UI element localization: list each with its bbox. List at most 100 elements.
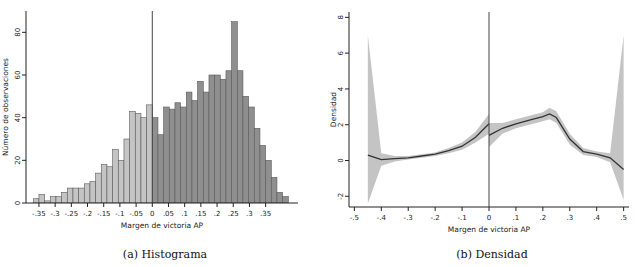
histogram-bar [39, 194, 45, 203]
y-tick [345, 196, 349, 197]
histogram-bar [266, 160, 272, 203]
x-tick [217, 203, 218, 207]
histogram-bar [198, 81, 204, 203]
histogram-bar [249, 107, 255, 203]
y-tick [22, 160, 26, 161]
x-tick-label: -.1 [457, 214, 466, 222]
chart-density: -.5-.4-.3-.2-.10.1.2.3.4.5-202468Margen … [329, 12, 629, 261]
histogram-bar [220, 79, 226, 203]
y-tick [345, 160, 349, 161]
x-tick-label: .2 [214, 210, 221, 218]
histogram-bar [33, 199, 39, 203]
histogram-bar [50, 197, 56, 203]
histogram-bar [73, 188, 79, 203]
histogram-bar [209, 75, 215, 203]
histogram-bar [181, 107, 187, 203]
y-tick-label: 80 [14, 28, 22, 37]
confidence-band [489, 35, 624, 200]
x-tick [38, 203, 39, 207]
y-tick [345, 124, 349, 125]
x-tick-label: .5 [620, 214, 627, 222]
histogram-bar [84, 184, 90, 203]
x-tick-label: .2 [540, 214, 547, 222]
x-tick-label: -.3 [51, 210, 60, 218]
confidence-band [368, 35, 489, 203]
histogram-bar [79, 188, 85, 203]
x-tick [462, 207, 463, 211]
x-tick-label: 0 [150, 210, 154, 218]
histogram-bar [130, 111, 136, 203]
x-tick [381, 207, 382, 211]
histogram-bar [175, 103, 181, 203]
x-tick [623, 207, 624, 211]
density-line [368, 124, 489, 160]
chart-histogram: -.35-.3-.25-.2-.15-.1-.050.05.1.15.2.25.… [1, 11, 298, 261]
histogram-bar [271, 177, 277, 203]
histogram-bar [147, 105, 153, 203]
y-tick-label: 2 [337, 122, 345, 126]
x-tick-label: -.4 [377, 214, 387, 222]
histogram-bar [107, 167, 113, 203]
plot-area [368, 12, 624, 207]
histogram-bar [118, 160, 124, 203]
histogram-bar [277, 192, 283, 203]
x-tick [354, 207, 355, 211]
y-tick-label: 8 [337, 15, 345, 19]
x-tick-label: .3 [246, 210, 253, 218]
histogram-bar [135, 113, 141, 203]
cutoff-line [152, 11, 153, 203]
x-tick [152, 203, 153, 207]
x-tick-label: -.2 [83, 210, 92, 218]
histogram-bar [232, 22, 238, 203]
x-tick-label: -.05 [129, 210, 143, 218]
histogram-bar [90, 182, 96, 203]
x-tick-label: .3 [566, 214, 573, 222]
y-tick-label: 40 [14, 113, 22, 122]
x-axis [26, 203, 298, 204]
y-axis [349, 12, 350, 207]
y-axis [26, 11, 27, 203]
histogram-bar [113, 150, 119, 203]
y-tick [345, 17, 349, 18]
y-tick-label: 0 [337, 158, 345, 162]
y-tick [345, 88, 349, 89]
x-tick-label: .25 [228, 210, 239, 218]
x-tick [233, 203, 234, 207]
histogram-bar [226, 71, 232, 203]
x-tick-label: -.3 [404, 214, 413, 222]
x-tick [542, 207, 543, 211]
histogram-bar [260, 145, 266, 203]
x-tick [184, 203, 185, 207]
x-tick-label: .15 [195, 210, 206, 218]
x-tick [136, 203, 137, 207]
y-tick [22, 75, 26, 76]
y-tick-label: 60 [14, 71, 22, 80]
y-tick [345, 53, 349, 54]
y-tick [22, 32, 26, 33]
x-tick [489, 207, 490, 211]
x-tick-label: .1 [513, 214, 520, 222]
x-tick [569, 207, 570, 211]
y-tick-label: -2 [337, 193, 345, 200]
x-tick [87, 203, 88, 207]
y-tick-label: 20 [14, 156, 22, 165]
x-tick [119, 203, 120, 207]
x-tick [249, 203, 250, 207]
x-axis-label: Margen de victoria AP [121, 221, 204, 230]
caption: (a) Histograma [123, 248, 208, 261]
histogram-bar [124, 139, 130, 203]
cutoff-line [489, 12, 490, 207]
histogram-bar [237, 71, 243, 203]
y-tick [22, 203, 26, 204]
x-tick-label: .05 [163, 210, 174, 218]
x-tick-label: -.25 [64, 210, 78, 218]
x-tick [168, 203, 169, 207]
histogram-bar [141, 118, 147, 203]
histogram-bar [215, 75, 221, 203]
x-tick [200, 203, 201, 207]
x-tick-label: -.35 [32, 210, 46, 218]
y-axis-label: Número de observaciones [1, 58, 10, 156]
histogram-bar [203, 92, 209, 203]
x-tick [435, 207, 436, 211]
histogram-bar [101, 165, 107, 203]
